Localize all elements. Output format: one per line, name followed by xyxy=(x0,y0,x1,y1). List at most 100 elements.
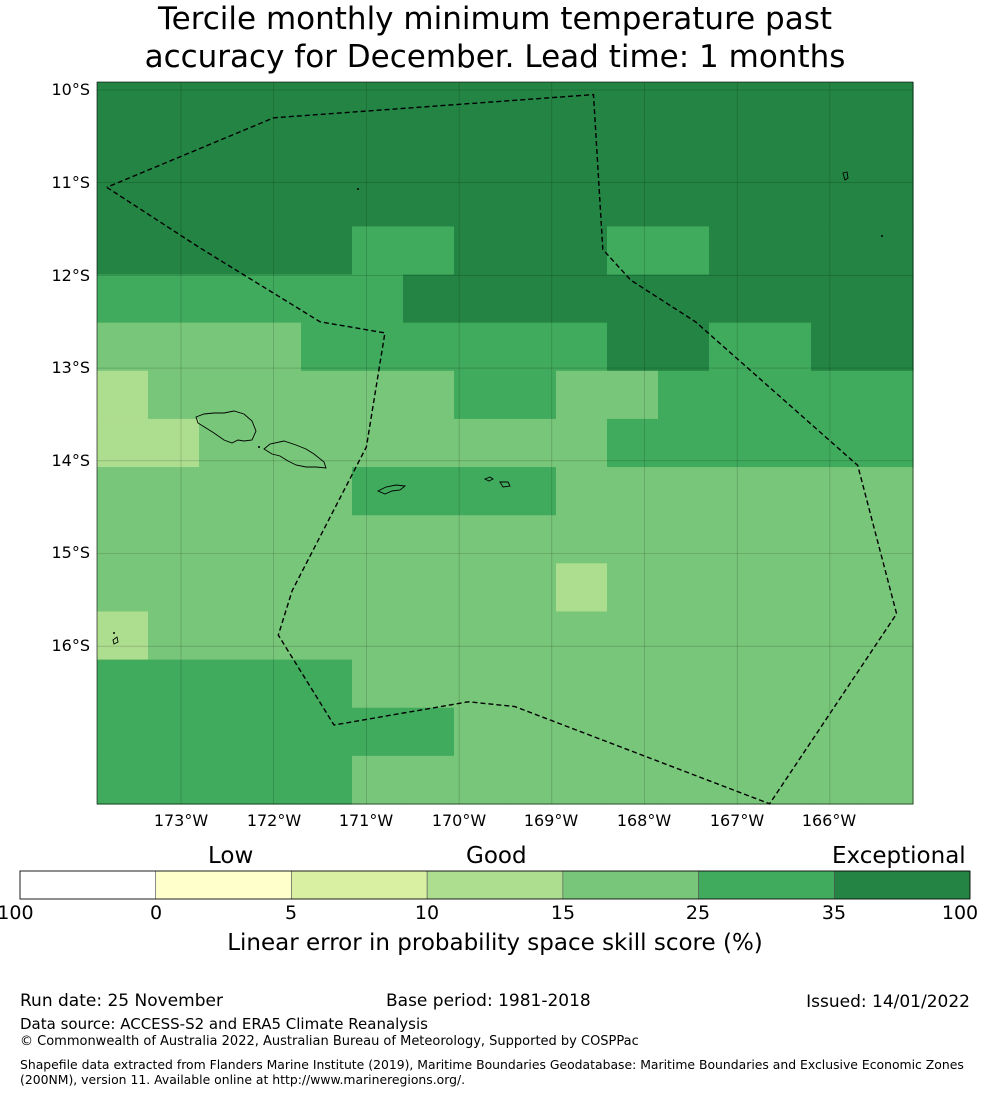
skill-cell xyxy=(862,130,914,179)
skill-cell xyxy=(607,707,659,757)
skill-cell xyxy=(403,226,455,276)
skill-cell xyxy=(607,226,659,276)
skill-cell xyxy=(403,755,455,805)
skill-cell xyxy=(709,322,761,372)
skill-cell xyxy=(352,611,404,661)
colorbar-swatch xyxy=(562,870,699,900)
skill-cell xyxy=(556,178,608,227)
skill-cell xyxy=(709,370,761,420)
skill-cell xyxy=(556,370,608,420)
skill-cell xyxy=(199,274,251,324)
skill-cell xyxy=(454,226,506,276)
islands xyxy=(112,171,849,645)
skill-cell xyxy=(760,755,812,805)
skill-cell xyxy=(760,370,812,420)
skill-cell xyxy=(658,274,710,324)
skill-cell xyxy=(709,82,761,131)
skill-cell xyxy=(607,467,659,516)
skill-cell xyxy=(301,178,353,227)
skill-cell xyxy=(403,515,455,564)
skill-cell xyxy=(97,467,149,516)
skill-cell xyxy=(811,322,863,372)
skill-cell xyxy=(148,226,200,276)
skill-cell xyxy=(760,226,812,276)
data-source: Data source: ACCESS-S2 and ERA5 Climate … xyxy=(20,1015,428,1033)
skill-cell xyxy=(709,226,761,276)
skill-cell xyxy=(658,130,710,179)
shapefile-note: Shapefile data extracted from Flanders M… xyxy=(20,1057,964,1087)
skill-cell xyxy=(556,563,608,613)
island-rose xyxy=(112,636,119,645)
skill-cell xyxy=(658,755,710,805)
skill-cell xyxy=(658,178,710,227)
skill-cell xyxy=(352,130,404,179)
skill-cell xyxy=(862,418,914,468)
lon-label: 166°W xyxy=(801,811,857,830)
skill-cell xyxy=(97,563,149,613)
copyright: © Commonwealth of Australia 2022, Austra… xyxy=(20,1034,639,1049)
skill-cell xyxy=(199,755,251,805)
skill-cell xyxy=(250,418,302,468)
skill-cell xyxy=(658,659,710,709)
skill-cell xyxy=(556,467,608,516)
skill-cell xyxy=(97,130,149,179)
lon-label: 173°W xyxy=(153,811,209,830)
skill-cell xyxy=(607,130,659,179)
skill-cell xyxy=(454,178,506,227)
skill-cell xyxy=(199,707,251,757)
skill-map xyxy=(96,81,914,805)
colorbar-swatch xyxy=(291,870,428,900)
skill-cell xyxy=(250,370,302,420)
skill-cell xyxy=(811,370,863,420)
skill-cell xyxy=(760,130,812,179)
colorbar-swatch xyxy=(19,870,157,900)
skill-cell xyxy=(403,659,455,709)
skill-cell xyxy=(97,611,149,661)
skill-cell xyxy=(97,178,149,227)
skill-cell xyxy=(607,274,659,324)
skill-cell xyxy=(199,226,251,276)
skill-cell xyxy=(352,467,404,516)
skill-cell xyxy=(862,755,914,805)
skill-cell xyxy=(760,82,812,131)
skill-cell xyxy=(811,755,863,805)
skill-cell xyxy=(709,563,761,613)
skill-cell xyxy=(505,467,557,516)
skill-cell xyxy=(352,82,404,131)
skill-cell xyxy=(148,418,200,468)
skill-cell xyxy=(556,82,608,131)
skill-cell xyxy=(454,467,506,516)
skill-cell xyxy=(148,467,200,516)
skill-cell xyxy=(454,611,506,661)
lat-label: 10°S xyxy=(51,80,90,99)
skill-cell xyxy=(403,418,455,468)
skill-cell xyxy=(148,659,200,709)
colorbar-swatch xyxy=(155,870,292,900)
skill-cell xyxy=(97,274,149,324)
skill-cell xyxy=(250,755,302,805)
skill-cell xyxy=(97,370,149,420)
skill-cell xyxy=(352,755,404,805)
skill-cell xyxy=(505,563,557,613)
skill-cell xyxy=(301,515,353,564)
skill-cell xyxy=(556,659,608,709)
skill-cell xyxy=(760,611,812,661)
colorbar-tick: 25 xyxy=(685,902,711,924)
skill-cell xyxy=(862,515,914,564)
skill-cell xyxy=(199,178,251,227)
skill-cell xyxy=(709,178,761,227)
lat-label: 15°S xyxy=(51,543,90,562)
island-upolu xyxy=(263,440,327,469)
skill-cell xyxy=(250,130,302,179)
skill-cell xyxy=(250,226,302,276)
skill-cell xyxy=(811,82,863,131)
skill-cell xyxy=(607,611,659,661)
skill-cell xyxy=(352,322,404,372)
skill-cell xyxy=(250,659,302,709)
skill-cell xyxy=(301,130,353,179)
skill-cell xyxy=(301,226,353,276)
skill-cell xyxy=(505,755,557,805)
run-date: Run date: 25 November xyxy=(20,991,223,1011)
skill-cell xyxy=(709,130,761,179)
skill-cell xyxy=(199,82,251,131)
